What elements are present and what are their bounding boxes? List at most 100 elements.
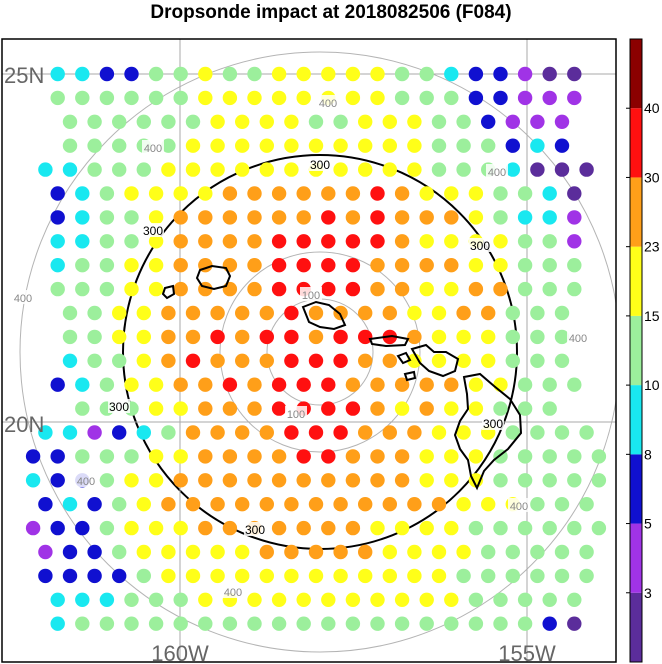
data-dot [222,281,238,297]
data-dot [456,497,471,512]
data-dot [173,592,188,607]
data-dot [591,473,607,488]
data-dot [112,568,127,584]
data-dot [185,568,201,584]
data-dot [235,305,250,321]
data-dot [308,568,324,584]
data-dot [198,592,213,607]
data-dot [382,162,397,177]
data-dot [198,473,213,488]
data-dot [124,473,139,488]
data-dot [554,138,570,153]
lat-label: 20N [4,412,44,437]
data-dot [235,568,250,584]
data-dot [271,186,287,201]
data-dot [407,353,422,368]
data-dot [259,353,274,368]
data-dot [247,377,262,392]
data-dot [444,449,459,464]
data-dot [358,138,373,153]
data-dot [247,234,262,249]
data-dot [382,114,397,129]
data-dot [148,281,164,297]
coastline-molokai [368,334,410,348]
data-dot [136,497,151,512]
data-dot [185,138,201,153]
data-dot [222,258,238,273]
data-dot [259,329,274,345]
data-dot [321,377,336,392]
data-dot [247,473,262,488]
data-dot [87,114,102,129]
data-dot [112,114,127,129]
data-dot [358,425,373,440]
data-dot [210,497,225,512]
data-dot [99,449,115,464]
data-dot [394,473,410,488]
data-dot [370,281,385,297]
range-ring-400 [19,51,616,653]
data-dot [38,425,53,440]
data-dot [358,353,373,368]
range-ring-label: 300 [245,523,265,537]
data-dot [370,186,385,201]
range-ring-label-bg [309,157,331,171]
data-dot [284,162,299,177]
data-dot [247,90,262,106]
data-dot [112,305,127,321]
data-dot [222,66,238,82]
data-dot [542,90,557,106]
data-dot [62,425,78,440]
data-dot [161,497,176,512]
colorbar-segment [630,592,642,662]
data-dot [185,329,201,345]
data-dot [394,281,410,297]
data-dot [296,90,311,106]
colorbar-tick-label: 8 [644,446,652,462]
data-dot [493,592,508,607]
range-ring-label: 300 [109,400,129,414]
colorbar-tick-label: 30 [644,169,660,185]
data-dot [554,305,570,321]
data-dot [345,616,361,631]
data-dot [333,162,348,177]
data-dot [284,138,299,153]
data-dot [136,162,151,177]
data-dot [481,138,496,153]
data-dot [235,425,250,440]
data-dot [505,305,520,321]
data-dot [198,66,213,82]
range-ring-label-bg [482,416,504,430]
data-dot [419,616,434,631]
data-dot [210,425,225,440]
data-dot [407,425,422,440]
data-dot [284,329,299,345]
data-dot [284,305,299,321]
data-dot [481,544,496,560]
range-ring-label-bg [222,584,244,598]
colorbar-segment [630,315,642,386]
data-dot [173,616,188,631]
data-dot [567,616,582,631]
data-dot [296,473,311,488]
data-dot [517,449,533,464]
data-dot [148,401,164,416]
data-dot [567,258,582,273]
data-dot [161,305,176,321]
data-dot [419,592,434,607]
data-dot [542,473,557,488]
data-dot [321,210,336,225]
data-dot [567,66,582,82]
data-dot [468,90,484,106]
range-ring-label-bg [508,498,530,512]
data-dot [161,568,176,584]
data-dot [394,234,410,249]
data-dot [99,66,115,82]
data-dot [517,592,533,607]
range-ring-200 [219,251,421,453]
data-dot [444,473,459,488]
data-dot [124,186,139,201]
data-dot [296,210,311,225]
data-dot [75,401,90,416]
data-dot [444,210,459,225]
